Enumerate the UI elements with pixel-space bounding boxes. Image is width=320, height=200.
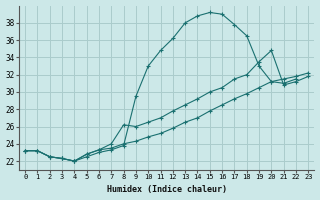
X-axis label: Humidex (Indice chaleur): Humidex (Indice chaleur) (107, 185, 227, 194)
